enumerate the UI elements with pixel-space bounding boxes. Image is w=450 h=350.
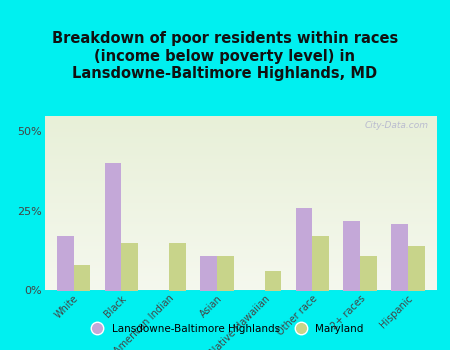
Bar <box>296 208 312 290</box>
Text: City-Data.com: City-Data.com <box>364 121 429 130</box>
Bar <box>217 256 234 290</box>
Bar <box>200 256 217 290</box>
Bar <box>343 220 360 290</box>
Bar <box>105 163 122 290</box>
Bar <box>169 243 186 290</box>
Bar <box>122 243 138 290</box>
Bar <box>312 236 329 290</box>
Bar <box>408 246 424 290</box>
Bar <box>74 265 90 290</box>
Bar <box>265 271 281 290</box>
Text: Breakdown of poor residents within races
(income below poverty level) in
Lansdow: Breakdown of poor residents within races… <box>52 31 398 81</box>
Bar <box>57 236 74 290</box>
Legend: Lansdowne-Baltimore Highlands, Maryland: Lansdowne-Baltimore Highlands, Maryland <box>82 320 368 338</box>
Bar <box>360 256 377 290</box>
Bar <box>391 224 408 290</box>
